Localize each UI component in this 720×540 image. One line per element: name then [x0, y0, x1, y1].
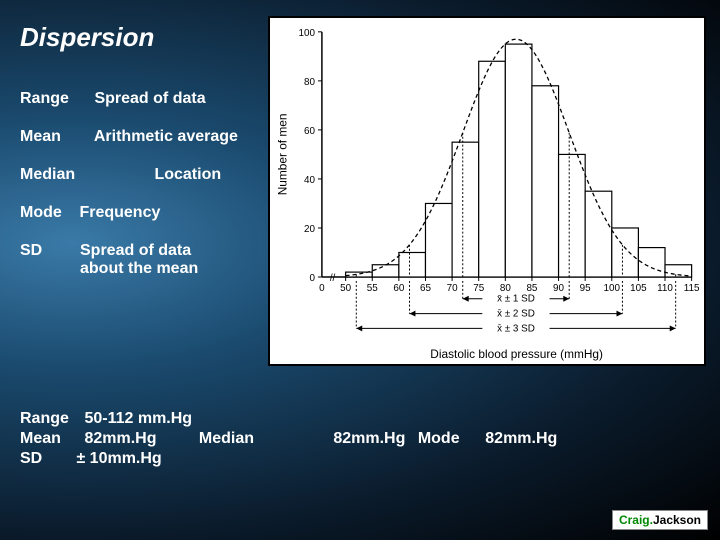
- svg-text:75: 75: [473, 283, 484, 294]
- term-mean: Mean: [20, 128, 90, 146]
- term-range: Range: [20, 90, 90, 108]
- svg-text:0: 0: [309, 273, 315, 284]
- svg-text:65: 65: [420, 283, 431, 294]
- logo-last: Jackson: [653, 513, 701, 527]
- desc-mean: Arithmetic average: [94, 128, 238, 145]
- svg-text:70: 70: [447, 283, 458, 294]
- desc-median: Location: [154, 166, 221, 183]
- svg-text:50: 50: [340, 283, 351, 294]
- svg-text:80: 80: [500, 283, 511, 294]
- stat-mode-value: 82mm.Hg: [477, 430, 557, 447]
- def-mean: Mean Arithmetic average: [20, 128, 280, 146]
- svg-text:90: 90: [553, 283, 564, 294]
- svg-text:115: 115: [684, 283, 700, 294]
- term-median: Median: [20, 166, 150, 184]
- desc-sd-line1: Spread of data: [80, 242, 191, 259]
- svg-text:60: 60: [304, 126, 315, 137]
- stat-sd-value: ± 10mm.Hg: [76, 450, 161, 467]
- svg-text:85: 85: [526, 283, 537, 294]
- author-logo: Craig.Jackson: [612, 510, 708, 530]
- stat-mode-term: Mode: [418, 430, 473, 448]
- definitions-list: Range Spread of data Mean Arithmetic ave…: [20, 90, 280, 298]
- svg-text:x̄ ± 3 SD: x̄ ± 3 SD: [497, 323, 535, 334]
- desc-sd: Spread of data about the mean: [80, 242, 198, 278]
- desc-mode: Frequency: [79, 204, 160, 221]
- desc-sd-line2: about the mean: [80, 260, 198, 277]
- term-mode: Mode: [20, 204, 75, 222]
- svg-text:20: 20: [304, 224, 315, 235]
- stats-block: Range 50-112 mm.Hg Mean 82mm.Hg Median 8…: [20, 410, 700, 470]
- def-range: Range Spread of data: [20, 90, 280, 108]
- stat-mean-term: Mean: [20, 430, 80, 448]
- svg-text:105: 105: [630, 283, 647, 294]
- stat-range-term: Range: [20, 410, 80, 428]
- stat-range-value: 50-112 mm.Hg: [84, 410, 192, 427]
- stat-sd-term: SD: [20, 450, 72, 468]
- svg-text://: //: [330, 273, 336, 284]
- svg-text:110: 110: [657, 283, 673, 294]
- svg-text:80: 80: [304, 77, 315, 88]
- svg-text:Diastolic blood pressure (mmHg: Diastolic blood pressure (mmHg): [430, 347, 603, 361]
- logo-first: Craig.: [619, 513, 653, 527]
- svg-text:0: 0: [319, 283, 325, 294]
- svg-text:Number of men: Number of men: [275, 114, 289, 196]
- svg-text:x̄ ± 1 SD: x̄ ± 1 SD: [497, 294, 535, 305]
- svg-text:100: 100: [604, 283, 621, 294]
- svg-text:95: 95: [580, 283, 591, 294]
- stats-line-3: SD ± 10mm.Hg: [20, 450, 700, 468]
- svg-text:100: 100: [299, 28, 316, 39]
- def-median: Median Location: [20, 166, 280, 184]
- stat-median-term: Median: [199, 430, 269, 448]
- def-sd: SD Spread of data about the mean: [20, 242, 280, 278]
- stats-line-2: Mean 82mm.Hg Median 82mm.Hg Mode 82mm.Hg: [20, 430, 700, 448]
- chart-svg: 0 20 40 60 80 100 // Number of men 0 50 55 60 65 70 75…: [270, 18, 704, 364]
- svg-text:55: 55: [367, 283, 378, 294]
- svg-text:x̄ ± 2 SD: x̄ ± 2 SD: [497, 309, 535, 320]
- page-title: Dispersion: [20, 22, 154, 53]
- svg-text:60: 60: [393, 283, 404, 294]
- svg-text:40: 40: [304, 175, 315, 186]
- stats-line-1: Range 50-112 mm.Hg: [20, 410, 700, 428]
- term-sd: SD: [20, 242, 80, 278]
- stat-mean-value: 82mm.Hg: [84, 430, 194, 448]
- desc-range: Spread of data: [94, 90, 205, 107]
- def-mode: Mode Frequency: [20, 204, 280, 222]
- histogram-chart: 0 20 40 60 80 100 // Number of men 0 50 55 60 65 70 75…: [268, 16, 706, 366]
- stat-median-value: 82mm.Hg: [273, 430, 413, 448]
